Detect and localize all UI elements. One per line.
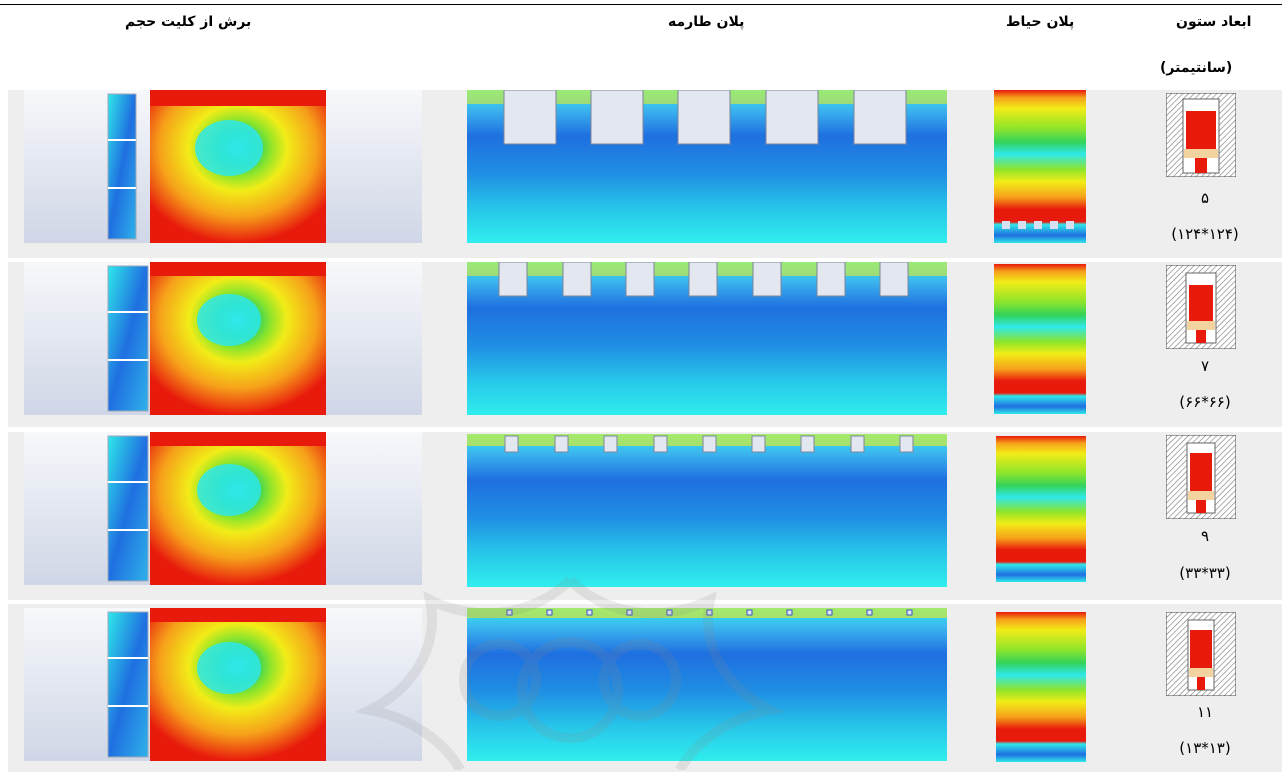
column-dimensions: (۱۲۴*۱۲۴) <box>1171 225 1239 243</box>
section-contour-2 <box>24 262 422 415</box>
header-courtyard-plan: پلان حیاط <box>1006 14 1075 30</box>
terrace-contour-1 <box>467 90 947 243</box>
header-column-dims: ابعاد ستون <box>1176 14 1252 30</box>
column-dimensions: (۳۳*۳۳) <box>1179 564 1231 582</box>
column-diagram-1 <box>1166 93 1236 177</box>
courtyard-contour-1 <box>994 90 1086 243</box>
column-diagram-3 <box>1166 435 1236 519</box>
column-diagram-4 <box>1166 612 1236 696</box>
opening-count: ۹ <box>1200 527 1210 545</box>
terrace-contour-4 <box>467 608 947 761</box>
courtyard-contour-2 <box>994 264 1086 414</box>
opening-count: ۱۱ <box>1196 703 1214 721</box>
terrace-contour-2 <box>467 262 947 415</box>
terrace-contour-3 <box>467 434 947 587</box>
courtyard-contour-3 <box>996 436 1086 582</box>
column-diagram-2 <box>1166 265 1236 349</box>
section-contour-3 <box>24 432 422 585</box>
opening-count: ۷ <box>1200 357 1210 375</box>
table-top-rule <box>0 4 1282 5</box>
header-column-unit: (سانتیمتر) <box>1160 60 1233 76</box>
opening-count: ۵ <box>1200 189 1210 207</box>
section-contour-4 <box>24 608 422 761</box>
column-dimensions: (۱۳*۱۳) <box>1179 739 1231 757</box>
section-contour-1 <box>24 90 422 243</box>
header-terrace-plan: پلان طارمه <box>668 14 745 30</box>
courtyard-contour-4 <box>996 612 1086 762</box>
header-section: برش از کلیت حجم <box>125 14 252 30</box>
column-dimensions: (۶۶*۶۶) <box>1179 393 1231 411</box>
